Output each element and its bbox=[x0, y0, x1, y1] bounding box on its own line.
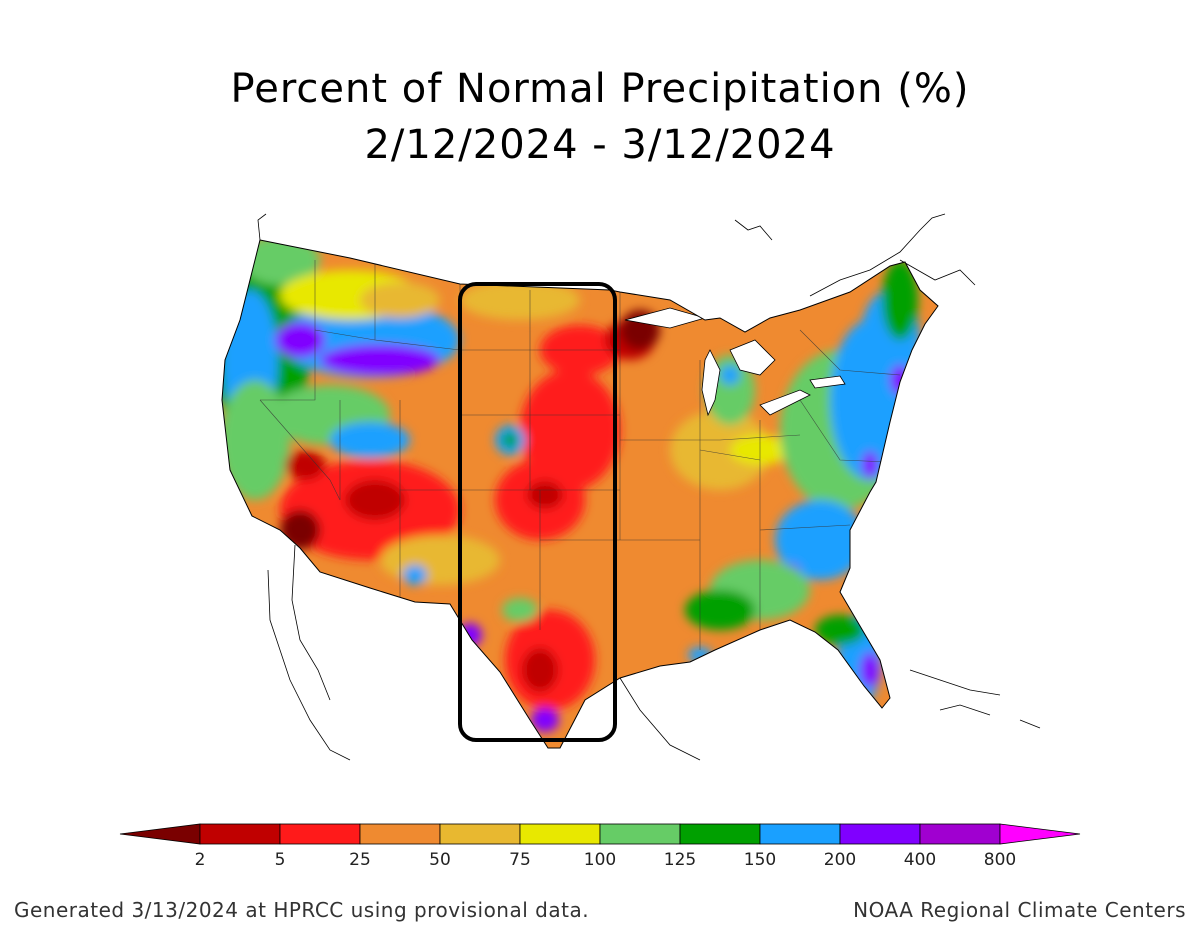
precipitation-map bbox=[221, 213, 1041, 761]
conus-outline bbox=[221, 239, 939, 749]
precipitation-field bbox=[222, 240, 938, 748]
legend-bin bbox=[279, 823, 361, 845]
map-date-range: 2/12/2024 - 3/12/2024 bbox=[364, 122, 836, 168]
legend-tick-label: 50 bbox=[429, 850, 451, 870]
legend-tick-label: 200 bbox=[824, 850, 856, 870]
generated-note: Generated 3/13/2024 at HPRCC using provi… bbox=[14, 898, 590, 922]
map-title: Percent of Normal Precipitation (%) bbox=[230, 66, 970, 112]
legend-bin bbox=[919, 823, 1001, 845]
great-lakes bbox=[624, 307, 846, 417]
legend-bin bbox=[199, 823, 281, 845]
legend-bin bbox=[759, 823, 841, 845]
color-legend: 2 5 25 50 75 100 125 150 200 400 800 bbox=[119, 823, 1081, 870]
source-credit: NOAA Regional Climate Centers bbox=[853, 898, 1186, 922]
legend-bin bbox=[519, 823, 601, 845]
legend-bin bbox=[439, 823, 521, 845]
legend-tick-label: 25 bbox=[349, 850, 371, 870]
legend-tick-label: 800 bbox=[984, 850, 1016, 870]
legend-tick-label: 125 bbox=[664, 850, 696, 870]
plains-highlight-box bbox=[458, 282, 617, 742]
legend-bin bbox=[119, 823, 201, 845]
legend-bin bbox=[679, 823, 761, 845]
legend-bin bbox=[599, 823, 681, 845]
legend-tick-label: 100 bbox=[584, 850, 616, 870]
legend-tick-label: 2 bbox=[195, 850, 206, 870]
legend-tick-label: 5 bbox=[275, 850, 286, 870]
legend-tick-label: 400 bbox=[904, 850, 936, 870]
legend-tick-label: 75 bbox=[509, 850, 531, 870]
legend-bin bbox=[359, 823, 441, 845]
legend-tick-label: 150 bbox=[744, 850, 776, 870]
neighbor-coastlines bbox=[257, 213, 1041, 761]
legend-bin bbox=[839, 823, 921, 845]
legend-bin bbox=[999, 823, 1081, 845]
